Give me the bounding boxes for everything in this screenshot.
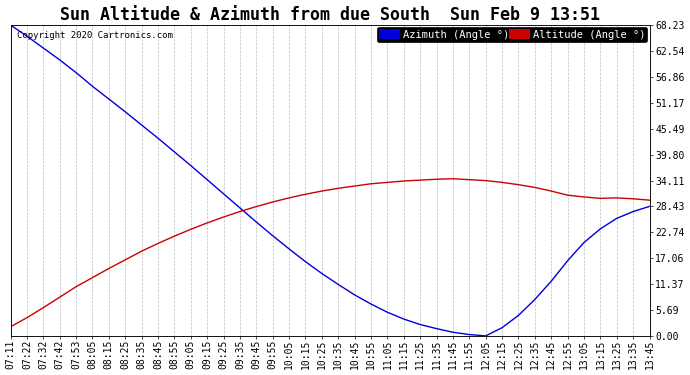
Text: Copyright 2020 Cartronics.com: Copyright 2020 Cartronics.com [17,32,172,40]
Legend: Azimuth (Angle °), Altitude (Angle °): Azimuth (Angle °), Altitude (Angle °) [377,27,647,42]
Title: Sun Altitude & Azimuth from due South  Sun Feb 9 13:51: Sun Altitude & Azimuth from due South Su… [60,6,600,24]
